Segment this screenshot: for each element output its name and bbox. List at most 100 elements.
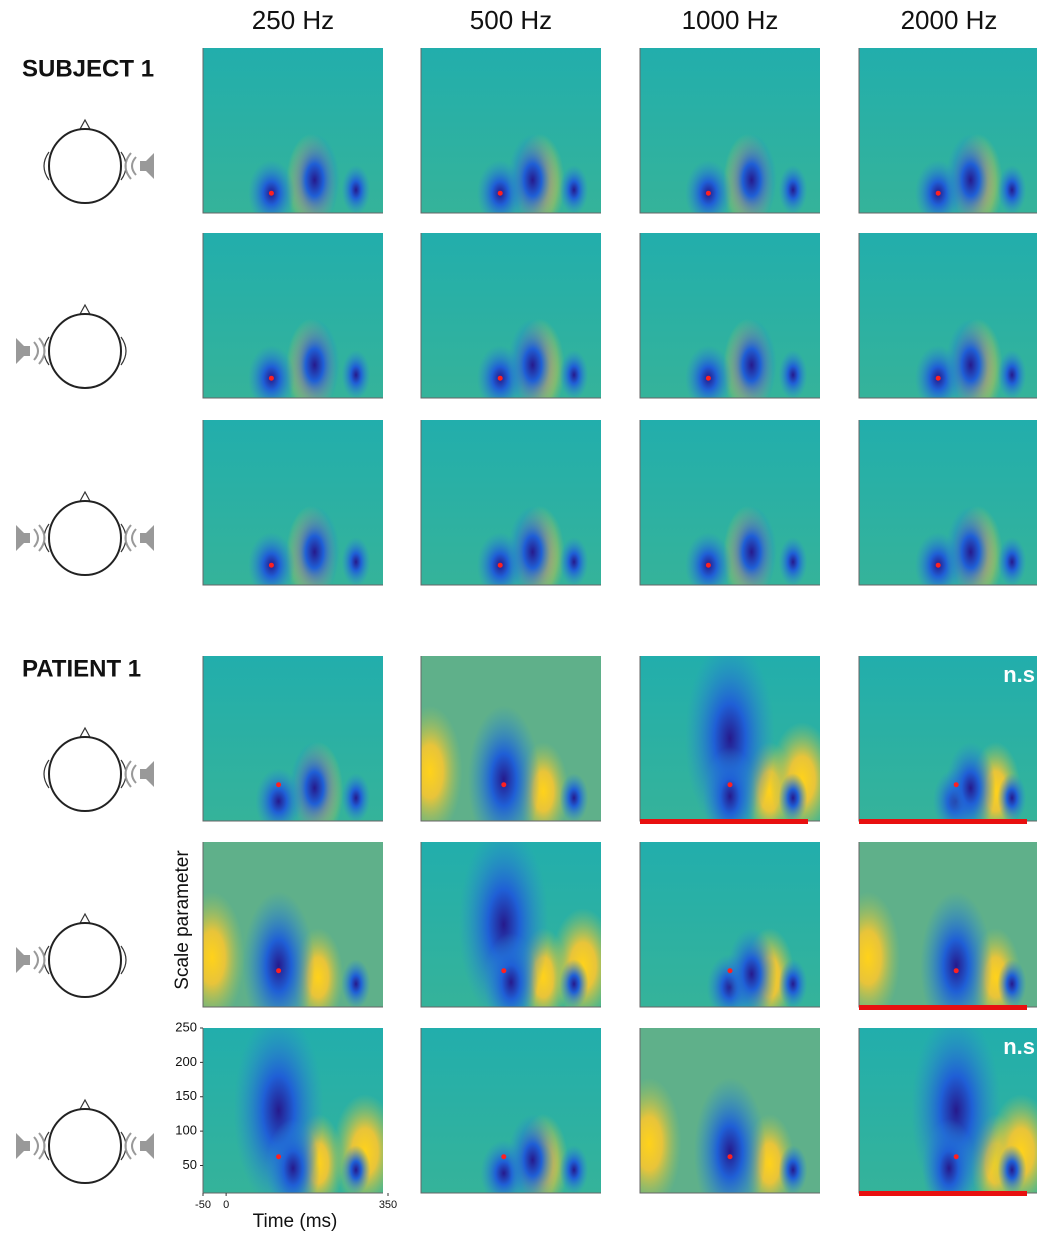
blue-blob: [484, 933, 538, 1032]
head-icon: [16, 305, 126, 388]
scalogram-panel: [640, 48, 820, 233]
peak-marker: [936, 191, 941, 196]
peak-marker: [269, 376, 274, 381]
peak-marker: [936, 563, 941, 568]
scalogram-panel: [640, 233, 820, 418]
peak-marker: [954, 782, 959, 787]
blue-blob: [560, 537, 589, 587]
peak-marker: [269, 191, 274, 196]
blue-blob: [726, 319, 776, 411]
peak-marker: [954, 968, 959, 973]
column-header: 500 Hz: [470, 5, 552, 35]
peak-marker: [936, 376, 941, 381]
peak-marker: [498, 191, 503, 196]
peak-marker: [706, 563, 711, 568]
significance-bar: [859, 1191, 1027, 1196]
blue-blob: [560, 165, 589, 215]
panel-image: [203, 233, 383, 418]
panel-image: [421, 826, 615, 1032]
peak-marker: [501, 1154, 506, 1159]
scalogram-panel: [180, 842, 383, 1040]
scalogram-panel: [203, 1012, 397, 1218]
sound-wave: [34, 338, 45, 364]
sound-wave: [126, 1133, 137, 1159]
panel-image: [203, 656, 383, 841]
head: [49, 501, 121, 575]
yellow-blob: [398, 706, 463, 838]
blue-blob: [998, 165, 1027, 215]
y-axis-label: Scale parameter: [172, 850, 193, 990]
speaker: [140, 761, 154, 787]
annotation: n.s: [1003, 1034, 1035, 1059]
peak-marker: [276, 782, 281, 787]
speaker: [140, 153, 154, 179]
peak-marker: [706, 376, 711, 381]
panel-image: [421, 1028, 601, 1213]
panel-image: [859, 420, 1037, 605]
speaker: [16, 947, 30, 973]
annotation: n.s: [1003, 662, 1035, 687]
peak-marker: [501, 968, 506, 973]
peak-marker: [498, 563, 503, 568]
x-axis-label: Time (ms): [253, 1211, 338, 1232]
blue-blob: [507, 319, 557, 411]
scalogram-panel: [203, 48, 383, 233]
blue-blob: [560, 959, 589, 1009]
scalogram-panel: [398, 656, 601, 854]
scalogram-panel: [640, 420, 820, 605]
head-icon: [44, 120, 154, 203]
sound-wave: [34, 525, 45, 551]
blue-blob: [289, 319, 339, 411]
y-tick-label: 250: [175, 1019, 197, 1034]
blue-blob: [342, 350, 371, 400]
scalogram-panel: [859, 420, 1037, 605]
scalogram-panel: [203, 420, 383, 605]
significance-bar: [859, 819, 1027, 824]
blue-blob: [342, 165, 371, 215]
blue-blob: [289, 506, 339, 598]
blue-blob: [694, 1078, 766, 1227]
blue-blob: [703, 747, 757, 846]
blue-blob: [779, 537, 808, 587]
yellow-blob: [836, 892, 901, 1024]
group-label: SUBJECT 1: [22, 55, 154, 82]
blue-blob: [945, 506, 995, 598]
head: [49, 1109, 121, 1183]
panel-image: [180, 842, 383, 1040]
blue-blob: [243, 892, 315, 1041]
head: [49, 314, 121, 388]
sound-wave: [34, 947, 45, 973]
blue-blob: [945, 134, 995, 226]
speaker: [140, 1133, 154, 1159]
blue-blob: [342, 537, 371, 587]
blue-blob: [779, 773, 808, 823]
x-tick-label: 0: [223, 1199, 229, 1211]
peak-marker: [728, 968, 733, 973]
y-tick-label: 50: [183, 1157, 197, 1172]
blue-blob: [289, 134, 339, 226]
group-label: PATIENT 1: [22, 655, 141, 682]
yellow-blob: [617, 1078, 682, 1210]
blue-blob: [342, 959, 371, 1009]
blue-blob: [342, 1145, 371, 1195]
peak-marker: [269, 563, 274, 568]
scalogram-panel: [421, 1028, 601, 1213]
scalogram-panel: [203, 656, 383, 841]
panel-image: [640, 233, 820, 418]
blue-blob: [468, 706, 540, 855]
blue-blob: [289, 742, 339, 834]
y-tick-label: 200: [175, 1054, 197, 1069]
speaker: [16, 525, 30, 551]
head-icon: [16, 1100, 154, 1183]
sound-wave: [126, 153, 137, 179]
column-header: 2000 Hz: [901, 5, 998, 35]
blue-blob: [998, 1145, 1027, 1195]
panel-image: [859, 233, 1037, 418]
sound-wave: [34, 1133, 45, 1159]
blue-blob: [507, 134, 557, 226]
panel-image: [859, 48, 1037, 233]
blue-blob: [945, 319, 995, 411]
head: [49, 129, 121, 203]
panel-image: [617, 1028, 820, 1226]
scalogram-panel: [421, 233, 601, 418]
